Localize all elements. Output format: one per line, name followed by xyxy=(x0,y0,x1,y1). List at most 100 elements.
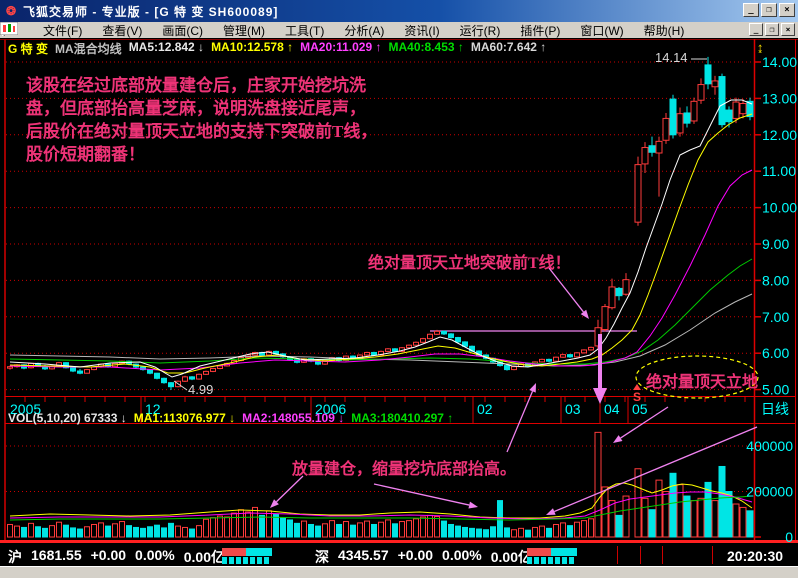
indicator-segment: VOL(5,10,20) 67333 ↓ xyxy=(8,411,127,425)
x-axis-label: 12 xyxy=(145,401,161,417)
candle-body xyxy=(455,337,461,343)
volume-bar xyxy=(77,528,83,538)
minimize-button[interactable]: _ xyxy=(743,3,759,17)
annotation-arrowhead xyxy=(593,388,607,404)
annotation-arrowhead xyxy=(546,508,556,515)
indicator-segment: MA混合均线 xyxy=(55,42,122,56)
scroll-anchor-icon[interactable]: ↨ xyxy=(757,40,764,55)
candle-body xyxy=(560,354,566,358)
candle-body xyxy=(553,356,559,362)
volume-bar xyxy=(371,523,377,538)
chart-icon[interactable] xyxy=(0,22,27,37)
annotation-arrowhead xyxy=(529,383,536,393)
x-axis-label: 03 xyxy=(565,401,581,417)
menu-item[interactable]: 帮助(H) xyxy=(643,23,685,38)
sh-label: 沪 xyxy=(8,549,22,565)
volume-bar xyxy=(711,500,719,538)
volume-bar xyxy=(392,523,398,538)
volume-bar xyxy=(273,513,279,538)
candle-body xyxy=(634,164,642,223)
close-button[interactable]: × xyxy=(779,3,795,17)
child-restore-button[interactable]: ❐ xyxy=(765,23,779,36)
x-axis-label: 2005 xyxy=(10,401,41,417)
child-minimize-button[interactable]: _ xyxy=(749,23,763,36)
app-logo-icon: ❂ xyxy=(5,4,17,18)
price-axis-label: 7.00 xyxy=(762,309,789,325)
restore-button[interactable]: ❐ xyxy=(761,3,777,17)
menu-item[interactable]: 画面(C) xyxy=(162,23,203,38)
menu-item[interactable]: 分析(A) xyxy=(344,23,385,38)
volume-bar xyxy=(210,517,216,538)
volume-bar xyxy=(231,512,237,538)
menu-item[interactable]: 工具(T) xyxy=(285,23,325,38)
annotation-main-note: 该股在经过底部放量建仓后，庄家开始挖坑洗 盘，但底部抬高量芝麻，说明洗盘接近尾声… xyxy=(26,76,378,164)
volume-bar xyxy=(189,528,195,538)
volume-bar xyxy=(126,525,132,538)
status-bar: 沪 1681.55 +0.00 0.00% 0.00亿 深 4345.57 +0… xyxy=(0,544,798,566)
indicator-segment: G 特 变 xyxy=(8,42,49,56)
volume-bar xyxy=(119,521,125,538)
volume-bar xyxy=(357,522,363,538)
volume-bar xyxy=(378,521,384,538)
candle-body xyxy=(641,147,649,165)
ma-line xyxy=(9,482,753,519)
sh-value: 1681.55 xyxy=(31,547,82,563)
indicator-segment: MA1:113076.977 ↓ xyxy=(133,411,236,425)
sz-amount: 0.00亿 xyxy=(490,549,532,565)
sz-label: 深 xyxy=(315,549,329,565)
candle-body xyxy=(539,358,545,363)
candle-body xyxy=(420,338,426,343)
volume-bar xyxy=(511,529,517,538)
sh-amount: 0.00亿 xyxy=(183,549,225,565)
price-axis-label: 11.00 xyxy=(762,163,796,179)
volume-bar xyxy=(455,525,461,538)
volume-bar xyxy=(280,517,286,538)
menu-item[interactable]: 管理(M) xyxy=(223,23,265,38)
volume-bar xyxy=(539,525,545,538)
volume-bar xyxy=(105,525,111,538)
menu-item[interactable]: 窗口(W) xyxy=(580,23,624,38)
volume-bar xyxy=(175,525,181,538)
annotation-arrow xyxy=(276,475,304,503)
menu-item[interactable]: 资讯(I) xyxy=(404,23,440,38)
child-close-button[interactable]: × xyxy=(781,23,795,36)
volume-bar xyxy=(641,497,649,538)
menu-item[interactable]: 运行(R) xyxy=(459,23,501,38)
volume-bar xyxy=(28,522,34,538)
volume-bar xyxy=(140,527,146,538)
candle-body xyxy=(746,100,754,118)
annotation-arrowhead xyxy=(580,309,589,319)
menu-bar: 文件(F) 查看(V) 画面(C) 管理(M) 工具(T) 分析(A) 资讯(I) 运行(R)… xyxy=(0,22,798,38)
candle-body xyxy=(371,351,377,356)
menu-item[interactable]: 查看(V) xyxy=(102,23,143,38)
candle-body xyxy=(697,84,705,101)
candle-body xyxy=(70,367,76,372)
volume-bar xyxy=(448,523,454,538)
indicator-segment: MA60:7.642 ↑ xyxy=(470,40,547,54)
candle-body xyxy=(196,373,202,380)
volume-bar xyxy=(476,528,482,538)
volume-bar xyxy=(70,527,76,538)
volume-bar xyxy=(574,521,580,538)
candle-body xyxy=(683,112,691,124)
window-title: 飞狐交易师 - 专业版 - [G 特 变 SH600089] xyxy=(23,4,279,19)
candle-body xyxy=(406,344,412,349)
candle-body xyxy=(711,80,719,88)
volume-bar xyxy=(725,491,733,538)
volume-bar xyxy=(308,523,314,538)
annotation-arrow xyxy=(620,406,669,439)
volume-bar xyxy=(147,526,153,538)
volume-bar xyxy=(385,519,391,538)
menu-item[interactable]: 插件(P) xyxy=(520,23,561,38)
high-price-label: 14.14 xyxy=(655,50,688,65)
volume-bar xyxy=(266,510,272,538)
price-axis-label: 8.00 xyxy=(762,272,789,288)
candle-body xyxy=(154,372,160,379)
ma-line xyxy=(9,169,753,371)
candle-body xyxy=(615,287,623,297)
volume-bar xyxy=(182,526,188,538)
candle-body xyxy=(704,64,712,85)
menu-item[interactable]: 文件(F) xyxy=(43,23,83,38)
volume-bar xyxy=(567,525,573,538)
